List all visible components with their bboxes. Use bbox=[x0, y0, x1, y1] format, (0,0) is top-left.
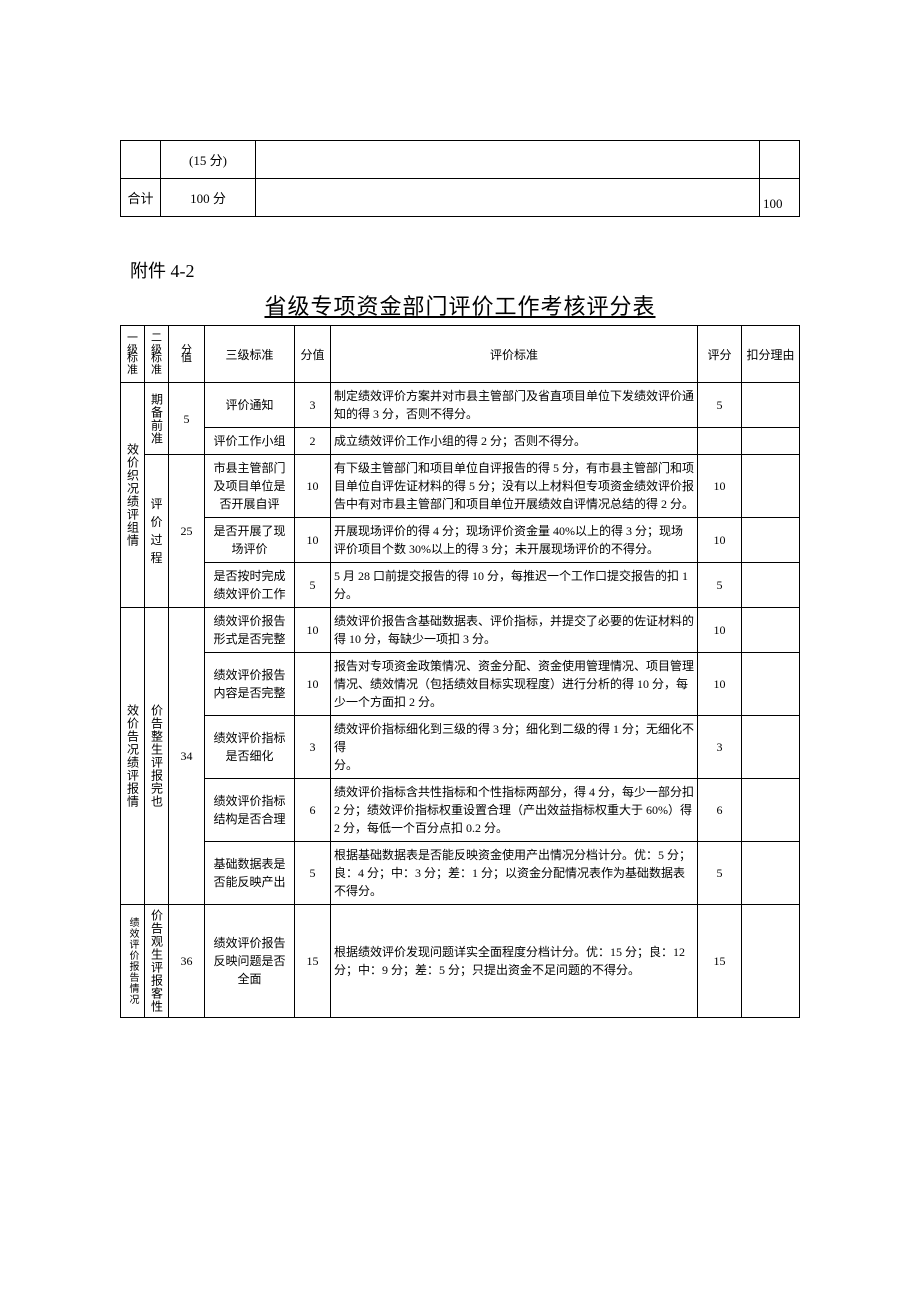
l1-report: 效价告况绩评报情 bbox=[121, 608, 145, 905]
sv-objective: 36 bbox=[169, 905, 205, 1018]
hdr-level1: 一级标准 bbox=[121, 326, 145, 383]
r9-l3: 基础数据表是否能反映产出 bbox=[205, 842, 295, 905]
r9-pt: 5 bbox=[295, 842, 331, 905]
r7-std: 绩效评价指标细化到三级的得 3 分；细化到二级的得 1 分；无细化不得 分。 bbox=[331, 716, 698, 779]
r10-sc: 15 bbox=[698, 905, 742, 1018]
r7-rs bbox=[742, 716, 800, 779]
r7-l3: 绩效评价指标是否细化 bbox=[205, 716, 295, 779]
r2-pt: 10 bbox=[295, 455, 331, 518]
r6-pt: 10 bbox=[295, 653, 331, 716]
r5-l3: 绩效评价报告形式是否完整 bbox=[205, 608, 295, 653]
t1-total-points: 100 分 bbox=[161, 179, 256, 217]
t1-total-label: 合计 bbox=[121, 179, 161, 217]
r6-rs bbox=[742, 653, 800, 716]
r2-std: 有下级主管部门和项目单位自评报告的得 5 分，有市县主管部门和项目单位自评佐证材… bbox=[331, 455, 698, 518]
r3-rs bbox=[742, 518, 800, 563]
r8-l3: 绩效评价指标结构是否合理 bbox=[205, 779, 295, 842]
r6-std: 报告对专项资金政策情况、资金分配、资金使用管理情况、项目管理情况、绩效情况（包括… bbox=[331, 653, 698, 716]
r7-pt: 3 bbox=[295, 716, 331, 779]
l2-prep: 期备前准 bbox=[145, 383, 169, 455]
r6-sc: 10 bbox=[698, 653, 742, 716]
r3-pt: 10 bbox=[295, 518, 331, 563]
r5-pt: 10 bbox=[295, 608, 331, 653]
r4-std: 5 月 28 口前提交报告的得 10 分，每推迟一个工作口提交报告的扣 1 分。 bbox=[331, 563, 698, 608]
hdr-standard: 评价标准 bbox=[331, 326, 698, 383]
r4-sc: 5 bbox=[698, 563, 742, 608]
r0-pt: 3 bbox=[295, 383, 331, 428]
t1-r1-c3 bbox=[256, 141, 760, 179]
r4-rs bbox=[742, 563, 800, 608]
r2-sc: 10 bbox=[698, 455, 742, 518]
hdr-level2: 二级标准 bbox=[145, 326, 169, 383]
r8-sc: 6 bbox=[698, 779, 742, 842]
r5-std: 绩效评价报告含基础数据表、评价指标，并提交了必要的佐证材料的得 10 分，每缺少… bbox=[331, 608, 698, 653]
r2-rs bbox=[742, 455, 800, 518]
r5-sc: 10 bbox=[698, 608, 742, 653]
l1-org: 效价织况绩评组情 bbox=[121, 383, 145, 608]
r7-sc: 3 bbox=[698, 716, 742, 779]
t1-r2-c3 bbox=[256, 179, 760, 217]
hdr-reason: 扣分理由 bbox=[742, 326, 800, 383]
l2-complete: 价告整生评报完也 bbox=[145, 608, 169, 905]
table2-title: 省级专项资金部门评价工作考核评分表 bbox=[120, 289, 800, 321]
r2-l3: 市县主管部门及项目单位是否开展自评 bbox=[205, 455, 295, 518]
r0-rs bbox=[742, 383, 800, 428]
r3-std: 开展现场评价的得 4 分；现场评价资金量 40%以上的得 3 分；现场评价项目个… bbox=[331, 518, 698, 563]
r1-l3: 评价工作小组 bbox=[205, 428, 295, 455]
r0-std: 制定绩效评价方案并对市县主管部门及省直项目单位下发绩效评价通知的得 3 分，否则… bbox=[331, 383, 698, 428]
r9-rs bbox=[742, 842, 800, 905]
r1-sc bbox=[698, 428, 742, 455]
hdr-subvalue: 分值 bbox=[169, 326, 205, 383]
scoring-table: 一级标准 二级标准 分值 三级标准 分值 评价标准 评分 扣分理由 效价织况绩评… bbox=[120, 325, 800, 1018]
r1-rs bbox=[742, 428, 800, 455]
t1-r1-c2: (15 分) bbox=[161, 141, 256, 179]
r1-std: 成立绩效评价工作小组的得 2 分；否则不得分。 bbox=[331, 428, 698, 455]
hdr-points: 分值 bbox=[295, 326, 331, 383]
sv-process: 25 bbox=[169, 455, 205, 608]
r10-rs bbox=[742, 905, 800, 1018]
r9-std: 根据基础数据表是否能反映资金使用产出情况分档计分。优：5 分；良：4 分；中：3… bbox=[331, 842, 698, 905]
t1-total-score: 100 bbox=[760, 179, 800, 217]
r9-sc: 5 bbox=[698, 842, 742, 905]
r8-std: 绩效评价指标含共性指标和个性指标两部分，得 4 分，每少一部分扣 2 分；绩效评… bbox=[331, 779, 698, 842]
r10-l3: 绩效评价报告反映问题是否全面 bbox=[205, 905, 295, 1018]
r8-rs bbox=[742, 779, 800, 842]
sv-prep: 5 bbox=[169, 383, 205, 455]
hdr-score: 评分 bbox=[698, 326, 742, 383]
summary-table-fragment: (15 分) 合计 100 分 100 bbox=[120, 140, 800, 217]
r10-pt: 15 bbox=[295, 905, 331, 1018]
r3-l3: 是否开展了现场评价 bbox=[205, 518, 295, 563]
sv-complete: 34 bbox=[169, 608, 205, 905]
r0-l3: 评价通知 bbox=[205, 383, 295, 428]
l2-process: 评价过程 bbox=[145, 455, 169, 608]
r8-pt: 6 bbox=[295, 779, 331, 842]
r10-std: 根据绩效评价发现问题详实全面程度分档计分。优：15 分；良：12 分；中：9 分… bbox=[331, 905, 698, 1018]
r5-rs bbox=[742, 608, 800, 653]
t1-r1-c1 bbox=[121, 141, 161, 179]
l1-report2: 绩效评价报告情况 bbox=[121, 905, 145, 1018]
r3-sc: 10 bbox=[698, 518, 742, 563]
r4-pt: 5 bbox=[295, 563, 331, 608]
attachment-label: 附件 4-2 bbox=[120, 257, 800, 283]
r6-l3: 绩效评价报告内容是否完整 bbox=[205, 653, 295, 716]
r1-pt: 2 bbox=[295, 428, 331, 455]
l2-objective: 价告观生评报客性 bbox=[145, 905, 169, 1018]
r0-sc: 5 bbox=[698, 383, 742, 428]
t1-r1-c4 bbox=[760, 141, 800, 179]
hdr-level3: 三级标准 bbox=[205, 326, 295, 383]
r4-l3: 是否按时完成绩效评价工作 bbox=[205, 563, 295, 608]
